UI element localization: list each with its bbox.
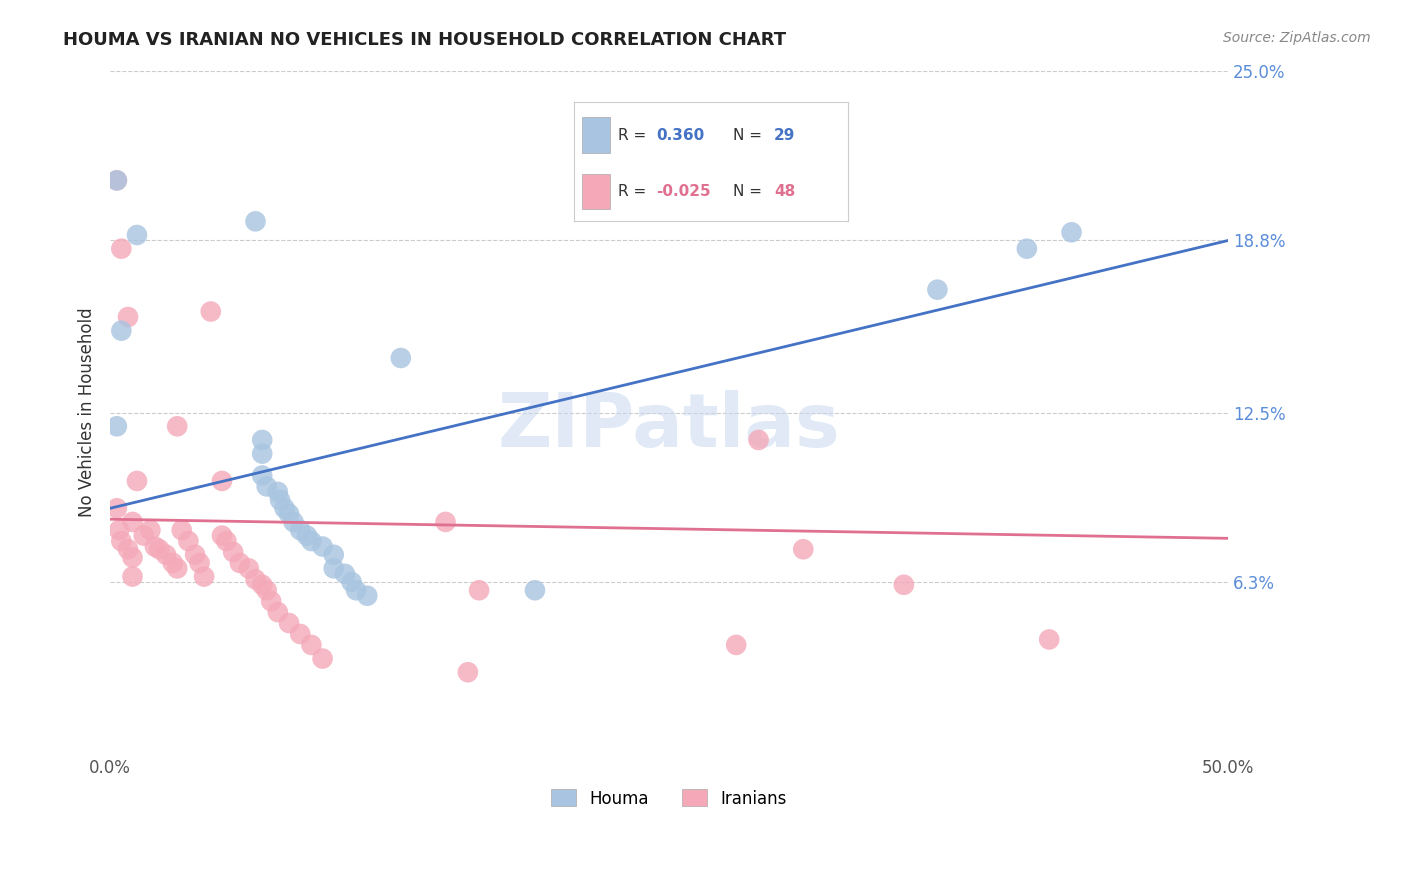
Point: [222, 545, 245, 559]
Point: [245, 572, 267, 586]
Point: [110, 242, 132, 256]
Point: [245, 214, 267, 228]
Point: [200, 304, 222, 318]
Point: [121, 515, 143, 529]
Point: [457, 665, 479, 680]
Point: [299, 534, 322, 549]
Point: [389, 351, 412, 365]
Point: [1038, 632, 1060, 647]
Point: [322, 548, 344, 562]
Point: [229, 556, 252, 570]
Point: [117, 310, 139, 324]
Point: [125, 474, 148, 488]
Point: [162, 556, 184, 570]
Point: [148, 542, 170, 557]
Point: [267, 605, 290, 619]
Point: [344, 583, 367, 598]
Point: [340, 575, 363, 590]
Point: [927, 283, 949, 297]
Point: [295, 528, 318, 542]
Point: [108, 523, 131, 537]
Point: [290, 523, 312, 537]
Point: [434, 515, 457, 529]
Text: HOUMA VS IRANIAN NO VEHICLES IN HOUSEHOLD CORRELATION CHART: HOUMA VS IRANIAN NO VEHICLES IN HOUSEHOL…: [63, 31, 786, 49]
Point: [333, 566, 356, 581]
Point: [893, 578, 915, 592]
Point: [256, 583, 278, 598]
Point: [105, 173, 128, 187]
Point: [1015, 242, 1038, 256]
Point: [283, 515, 305, 529]
Point: [250, 447, 273, 461]
Point: [725, 638, 748, 652]
Point: [110, 534, 132, 549]
Text: Source: ZipAtlas.com: Source: ZipAtlas.com: [1223, 31, 1371, 45]
Point: [170, 523, 193, 537]
Point: [110, 324, 132, 338]
Point: [121, 569, 143, 583]
Point: [177, 534, 200, 549]
Point: [166, 419, 188, 434]
Point: [250, 578, 273, 592]
Point: [356, 589, 378, 603]
Point: [278, 615, 301, 630]
Point: [256, 479, 278, 493]
Point: [193, 569, 215, 583]
Point: [121, 550, 143, 565]
Point: [188, 556, 211, 570]
Point: [238, 561, 260, 575]
Point: [322, 561, 344, 575]
Point: [105, 419, 128, 434]
Legend: Houma, Iranians: Houma, Iranians: [544, 782, 794, 814]
Point: [250, 433, 273, 447]
Point: [267, 484, 290, 499]
Point: [155, 548, 177, 562]
Point: [290, 627, 312, 641]
Point: [166, 561, 188, 575]
Y-axis label: No Vehicles in Household: No Vehicles in Household: [79, 308, 96, 517]
Point: [1060, 225, 1083, 239]
Point: [278, 507, 301, 521]
Point: [260, 594, 283, 608]
Point: [311, 540, 333, 554]
Point: [311, 651, 333, 665]
Point: [184, 548, 207, 562]
Text: ZIPatlas: ZIPatlas: [498, 390, 841, 463]
Point: [139, 523, 162, 537]
Point: [117, 542, 139, 557]
Point: [215, 534, 238, 549]
Point: [105, 173, 128, 187]
Point: [125, 227, 148, 242]
Point: [748, 433, 770, 447]
Point: [211, 528, 233, 542]
Point: [792, 542, 814, 557]
Point: [250, 468, 273, 483]
Point: [143, 540, 166, 554]
Point: [299, 638, 322, 652]
Point: [273, 501, 295, 516]
Point: [523, 583, 546, 598]
Point: [468, 583, 491, 598]
Point: [132, 528, 155, 542]
Point: [269, 493, 291, 508]
Point: [105, 501, 128, 516]
Point: [211, 474, 233, 488]
